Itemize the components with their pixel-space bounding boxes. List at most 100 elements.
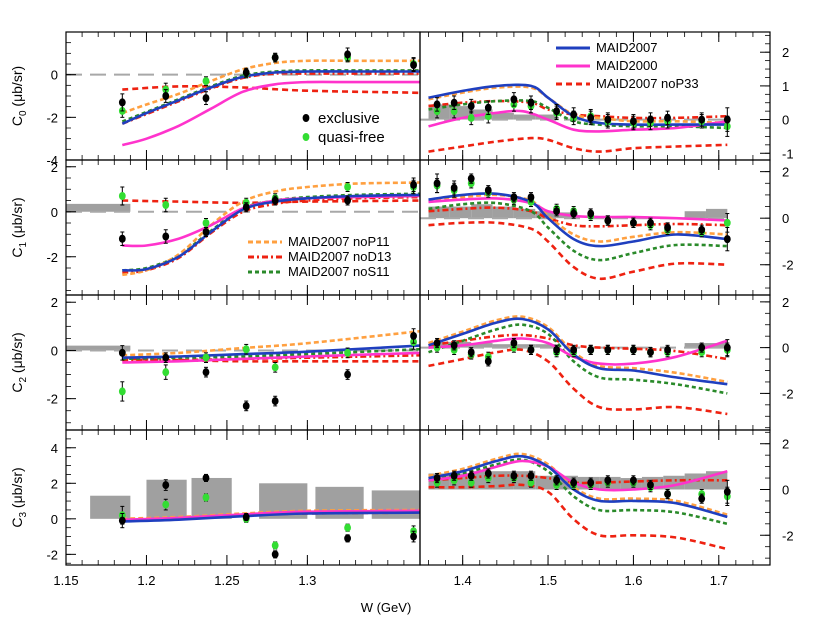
systematic-band xyxy=(66,203,131,212)
exclusive-point xyxy=(604,216,612,225)
exclusive-point xyxy=(162,481,170,490)
curve-maid2000 xyxy=(121,80,420,147)
exclusive-point xyxy=(271,550,279,559)
y-tick-label: -2 xyxy=(782,528,794,543)
y-tick-label: 2 xyxy=(782,45,789,60)
panel-frame-right xyxy=(419,429,771,566)
curve-nos11 xyxy=(428,201,728,262)
exclusive-point xyxy=(433,474,441,483)
y-axis-label: C3 (μb/sr) xyxy=(9,467,29,527)
curve-nop33 xyxy=(428,348,728,416)
exclusive-point xyxy=(553,207,560,216)
legend-exclusive-marker xyxy=(302,114,310,122)
exclusive-point xyxy=(271,196,279,205)
curve-nod13 xyxy=(428,474,728,485)
x-tick-label: 1.7 xyxy=(710,573,728,588)
exclusive-point xyxy=(467,471,475,480)
exclusive-point xyxy=(587,345,595,354)
exclusive-point xyxy=(467,102,475,111)
legend-quasi_free-marker xyxy=(302,133,310,141)
exclusive-point xyxy=(450,183,458,192)
exclusive-point xyxy=(118,234,126,243)
curve-maid2000 xyxy=(122,351,420,364)
exclusive-point xyxy=(698,115,706,124)
curve-maid2007 xyxy=(428,317,728,386)
y-tick-label: 0 xyxy=(51,512,58,527)
exclusive-point xyxy=(587,478,595,487)
quasi-free-point xyxy=(202,219,210,227)
y-tick-label: 2 xyxy=(51,295,58,310)
quasi-free-point xyxy=(202,77,210,86)
y-tick-label: 0 xyxy=(782,113,789,128)
exclusive-point xyxy=(570,345,578,354)
quasi-free-point xyxy=(271,363,279,372)
systematic-band xyxy=(535,475,557,490)
exclusive-point xyxy=(484,357,492,366)
legend-maid2000-label: MAID2000 xyxy=(596,58,657,73)
x-tick-label: 1.6 xyxy=(624,573,642,588)
systematic-band xyxy=(535,114,557,120)
curve-maid2007 xyxy=(122,193,420,272)
exclusive-point xyxy=(570,110,578,119)
systematic-band xyxy=(513,208,536,219)
exclusive-point xyxy=(202,473,210,482)
x-tick-label: 1.25 xyxy=(214,573,239,588)
systematic-band xyxy=(492,206,514,219)
quasi-free-point xyxy=(162,368,170,377)
exclusive-point xyxy=(664,345,671,354)
exclusive-point xyxy=(647,115,654,124)
y-tick-label: 2 xyxy=(51,160,58,175)
exclusive-point xyxy=(570,478,578,487)
y-tick-label: -1 xyxy=(782,146,794,161)
quasi-free-point xyxy=(344,523,351,532)
exclusive-point xyxy=(723,343,731,352)
exclusive-point xyxy=(570,209,578,218)
exclusive-point xyxy=(242,68,250,77)
systematic-band xyxy=(66,345,131,351)
systematic-band xyxy=(705,208,728,219)
exclusive-point xyxy=(527,98,535,107)
curve-maid2007 xyxy=(121,70,420,125)
quasi-free-point xyxy=(118,192,126,200)
curve-maid2000 xyxy=(428,109,728,133)
exclusive-point xyxy=(630,218,637,227)
y-tick-label: 1 xyxy=(782,79,789,94)
panel-C3-right xyxy=(428,452,731,551)
exclusive-point xyxy=(242,203,250,212)
quasi-free-point xyxy=(467,113,475,122)
curve-nos11 xyxy=(428,458,728,526)
panel-C3-left xyxy=(90,473,420,559)
systematic-band xyxy=(471,204,493,219)
exclusive-point xyxy=(664,113,671,122)
exclusive-point xyxy=(433,100,441,109)
quasi-free-point xyxy=(344,348,351,357)
legend-nop33-label: MAID2007 noP33 xyxy=(596,76,699,91)
exclusive-point xyxy=(604,476,612,485)
exclusive-point xyxy=(202,228,210,236)
exclusive-point xyxy=(271,397,279,406)
quasi-free-point xyxy=(271,541,279,550)
y-tick-label: 0 xyxy=(782,341,789,356)
systematic-band xyxy=(449,206,472,219)
panel-C1-right xyxy=(420,173,731,281)
panel-C0-left xyxy=(66,47,420,147)
quasi-free-point xyxy=(202,493,210,502)
curve-maid2007 xyxy=(428,192,728,248)
plot-content xyxy=(66,47,731,559)
y-tick-label: 0 xyxy=(51,68,58,83)
y-tick-label: 2 xyxy=(782,295,789,310)
exclusive-point xyxy=(604,115,612,124)
x-tick-label: 1.15 xyxy=(53,573,78,588)
exclusive-point xyxy=(118,516,126,525)
legend-nod13-label: MAID2007 noD13 xyxy=(288,249,391,264)
exclusive-point xyxy=(450,471,458,480)
panel-C1-left xyxy=(66,177,420,277)
exclusive-point xyxy=(271,53,279,62)
systematic-band xyxy=(513,344,536,348)
systematic-band xyxy=(191,477,232,519)
exclusive-point xyxy=(344,196,351,205)
exclusive-point xyxy=(118,348,126,357)
exclusive-point xyxy=(410,180,417,189)
